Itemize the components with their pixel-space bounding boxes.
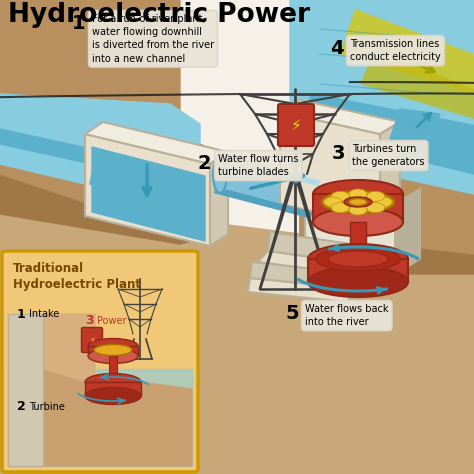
Polygon shape bbox=[43, 369, 192, 466]
Polygon shape bbox=[305, 194, 395, 274]
Ellipse shape bbox=[374, 197, 392, 207]
Polygon shape bbox=[390, 109, 440, 144]
FancyBboxPatch shape bbox=[2, 251, 198, 472]
Polygon shape bbox=[85, 134, 210, 246]
Polygon shape bbox=[0, 174, 474, 474]
Ellipse shape bbox=[349, 199, 367, 206]
Polygon shape bbox=[310, 94, 474, 174]
Text: ⚡: ⚡ bbox=[291, 118, 301, 133]
Text: Traditional
Hydroelectric Plant: Traditional Hydroelectric Plant bbox=[13, 262, 141, 291]
Ellipse shape bbox=[349, 205, 367, 215]
Text: 3: 3 bbox=[332, 144, 346, 163]
Bar bbox=[109, 356, 117, 382]
Polygon shape bbox=[43, 314, 95, 384]
Ellipse shape bbox=[313, 208, 403, 236]
Text: 1: 1 bbox=[72, 14, 86, 33]
Text: Hydroelectric Power: Hydroelectric Power bbox=[8, 2, 310, 28]
Polygon shape bbox=[90, 156, 185, 206]
Polygon shape bbox=[250, 262, 362, 289]
Ellipse shape bbox=[213, 155, 227, 193]
Ellipse shape bbox=[308, 267, 408, 297]
Polygon shape bbox=[290, 0, 474, 194]
Polygon shape bbox=[200, 0, 474, 274]
Polygon shape bbox=[85, 122, 228, 164]
Text: 1: 1 bbox=[17, 308, 26, 320]
Text: Transmission lines
conduct electricity: Transmission lines conduct electricity bbox=[350, 39, 441, 62]
Ellipse shape bbox=[328, 251, 388, 267]
Ellipse shape bbox=[85, 388, 141, 404]
Ellipse shape bbox=[367, 191, 385, 201]
Text: For a run-of-river plant,
water flowing downhill
is diverted from the river
into: For a run-of-river plant, water flowing … bbox=[92, 14, 214, 64]
Text: 5: 5 bbox=[285, 304, 299, 323]
Text: ⚡: ⚡ bbox=[89, 336, 95, 345]
Polygon shape bbox=[215, 155, 320, 218]
Polygon shape bbox=[340, 9, 474, 94]
Text: Power: Power bbox=[97, 316, 127, 326]
Ellipse shape bbox=[331, 203, 349, 213]
Polygon shape bbox=[0, 94, 200, 204]
Ellipse shape bbox=[88, 338, 138, 354]
Polygon shape bbox=[300, 0, 474, 254]
Text: 2: 2 bbox=[17, 401, 26, 413]
Text: Turbine: Turbine bbox=[29, 402, 65, 412]
Ellipse shape bbox=[367, 203, 385, 213]
Polygon shape bbox=[210, 152, 228, 246]
Ellipse shape bbox=[331, 191, 349, 201]
Polygon shape bbox=[290, 194, 395, 224]
Polygon shape bbox=[300, 134, 474, 274]
Ellipse shape bbox=[313, 180, 403, 208]
Bar bbox=[88, 346, 138, 356]
Text: Water flows back
into the river: Water flows back into the river bbox=[305, 304, 389, 327]
Bar bbox=[313, 194, 403, 222]
Polygon shape bbox=[92, 147, 205, 241]
Ellipse shape bbox=[349, 189, 367, 199]
Polygon shape bbox=[215, 187, 311, 218]
Text: Water flow turns
turbine blades: Water flow turns turbine blades bbox=[218, 154, 299, 177]
Text: 3: 3 bbox=[85, 315, 94, 328]
Ellipse shape bbox=[85, 374, 141, 391]
Ellipse shape bbox=[94, 345, 132, 356]
FancyBboxPatch shape bbox=[278, 104, 314, 146]
Ellipse shape bbox=[316, 247, 401, 271]
Polygon shape bbox=[380, 122, 400, 226]
Polygon shape bbox=[348, 274, 362, 302]
Polygon shape bbox=[268, 232, 364, 264]
Polygon shape bbox=[248, 278, 360, 302]
FancyBboxPatch shape bbox=[82, 328, 102, 353]
Polygon shape bbox=[290, 254, 395, 284]
Polygon shape bbox=[0, 129, 160, 179]
Polygon shape bbox=[395, 189, 420, 274]
Text: Turbines turn
the generators: Turbines turn the generators bbox=[352, 144, 425, 167]
Ellipse shape bbox=[344, 197, 372, 207]
Polygon shape bbox=[320, 0, 474, 124]
Polygon shape bbox=[305, 184, 395, 274]
Ellipse shape bbox=[324, 197, 342, 207]
Polygon shape bbox=[0, 114, 220, 244]
Polygon shape bbox=[0, 0, 180, 219]
Text: 2: 2 bbox=[198, 154, 211, 173]
Bar bbox=[85, 382, 141, 396]
Text: 4: 4 bbox=[330, 39, 344, 58]
Ellipse shape bbox=[308, 244, 408, 274]
Polygon shape bbox=[8, 369, 192, 466]
Polygon shape bbox=[280, 100, 400, 134]
Text: Intake: Intake bbox=[29, 309, 59, 319]
Polygon shape bbox=[258, 251, 362, 274]
Ellipse shape bbox=[322, 191, 394, 213]
Polygon shape bbox=[8, 314, 43, 466]
Ellipse shape bbox=[88, 348, 138, 364]
Polygon shape bbox=[360, 49, 474, 119]
Bar bbox=[308, 259, 408, 282]
Polygon shape bbox=[223, 155, 320, 186]
Polygon shape bbox=[280, 112, 380, 226]
Bar bbox=[350, 222, 366, 259]
